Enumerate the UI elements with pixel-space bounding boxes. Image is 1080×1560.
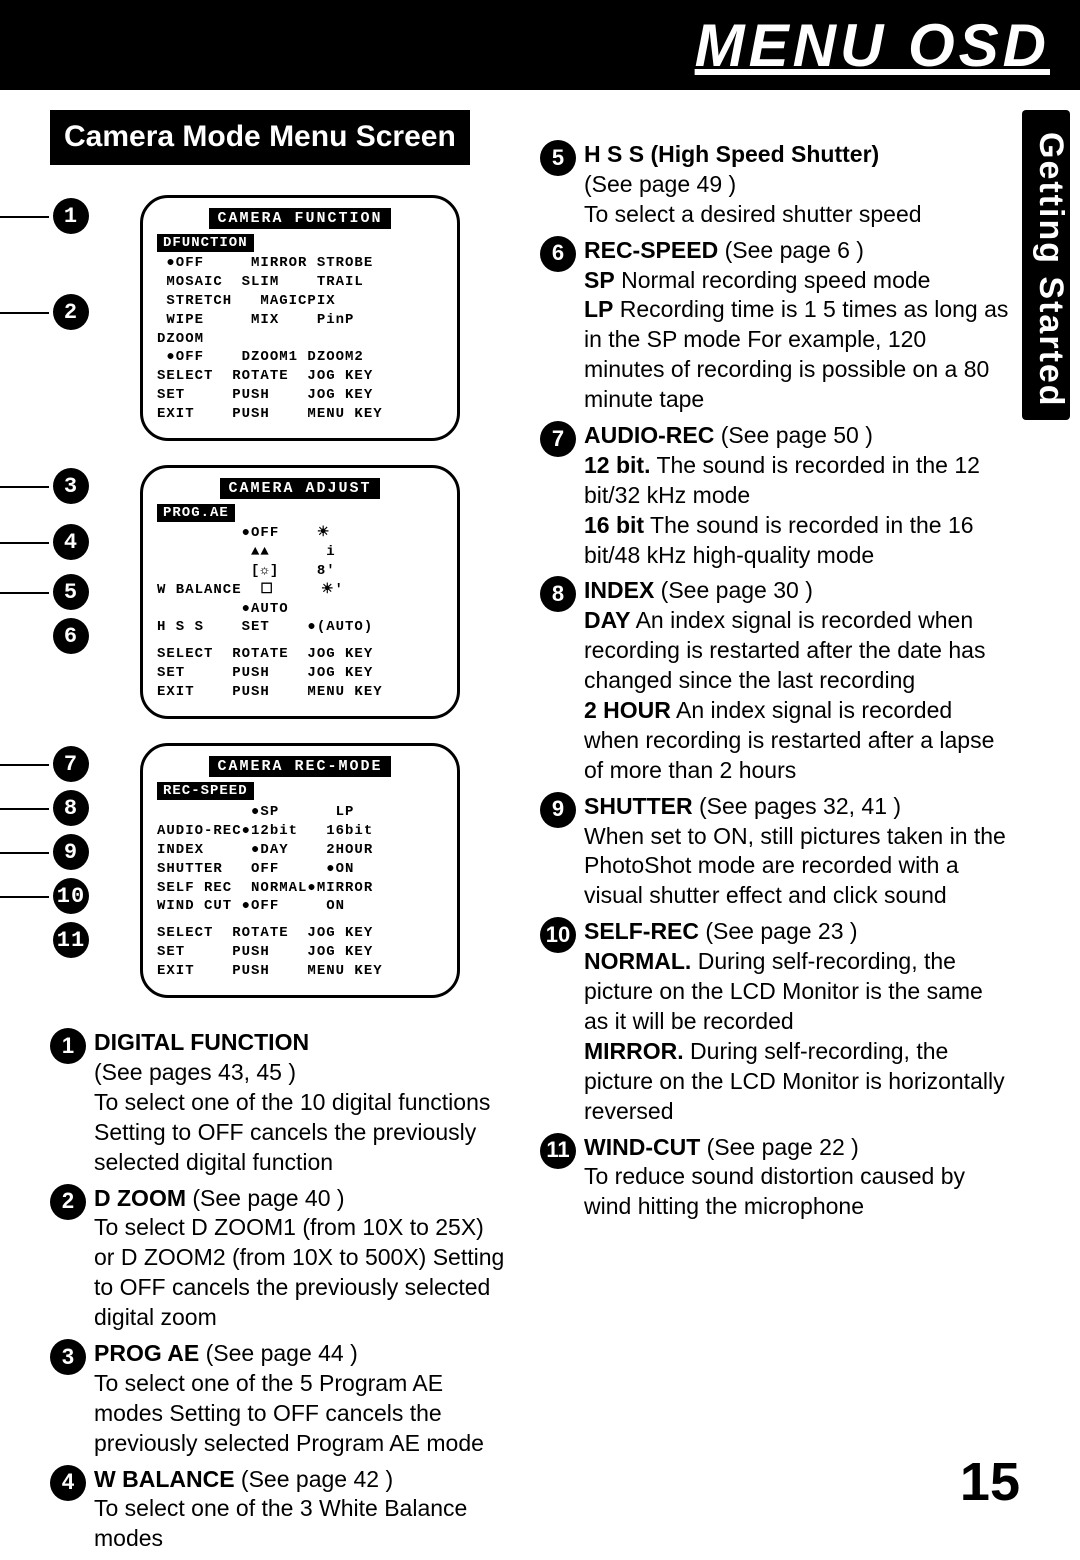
top-banner: MENU OSD xyxy=(0,0,1080,90)
menu-row: AUDIO-REC●12bit 16bit xyxy=(157,822,443,841)
desc-item: 11WIND-CUT (See page 22 )To reduce sound… xyxy=(540,1133,1010,1223)
bullet-3: 3 xyxy=(53,468,89,504)
menu-sub: PROG.AE xyxy=(157,504,235,522)
desc-body: INDEX (See page 30 )DAY An index signal … xyxy=(584,576,1010,785)
desc-item: 2D ZOOM (See page 40 )To select D ZOOM1 … xyxy=(50,1184,510,1333)
menu-row: SET PUSH JOG KEY xyxy=(157,943,443,962)
menu-row: INDEX ●DAY 2HOUR xyxy=(157,841,443,860)
menu-title: CAMERA FUNCTION xyxy=(209,208,390,229)
bullet-8: 8 xyxy=(53,790,89,826)
menu-panel-recmode: 7 8 9 10 11 CAMERA REC-MODE REC-SPEED ●S… xyxy=(140,743,460,998)
bullet-column: 3 4 5 6 xyxy=(53,468,89,668)
bullet-5: 5 xyxy=(53,574,89,610)
desc-bullet: 5 xyxy=(540,140,576,176)
page-number: 15 xyxy=(960,1451,1020,1513)
bullet-11: 11 xyxy=(53,922,89,958)
page-title: MENU OSD xyxy=(695,11,1050,80)
desc-bullet: 7 xyxy=(540,421,576,457)
bullet-column: 1 2 xyxy=(53,198,89,344)
bullet-2: 2 xyxy=(53,294,89,330)
menu-row: STRETCH MAGICPIX xyxy=(157,292,443,311)
desc-bullet: 3 xyxy=(50,1339,86,1375)
content-area: Camera Mode Menu Screen 1 2 CAMERA FUNCT… xyxy=(0,90,1080,1560)
bullet-column: 7 8 9 10 11 xyxy=(53,746,89,972)
desc-item: 9SHUTTER (See pages 32, 41 )When set to … xyxy=(540,792,1010,912)
menu-row: ●SP LP xyxy=(157,804,354,820)
section-heading: Camera Mode Menu Screen xyxy=(50,110,470,165)
desc-body: SELF-REC (See page 23 )NORMAL. During se… xyxy=(584,917,1010,1126)
menu-row: SELF REC NORMAL●MIRROR xyxy=(157,879,443,898)
desc-body: AUDIO-REC (See page 50 )12 bit. The soun… xyxy=(584,421,1010,570)
desc-item: 8INDEX (See page 30 )DAY An index signal… xyxy=(540,576,1010,785)
desc-body: D ZOOM (See page 40 )To select D ZOOM1 (… xyxy=(94,1184,510,1333)
menu-row: ▲▲ i xyxy=(157,543,443,562)
bullet-1: 1 xyxy=(53,198,89,234)
bullet-4: 4 xyxy=(53,524,89,560)
menu-sub: REC-SPEED xyxy=(157,782,254,800)
desc-bullet: 1 xyxy=(50,1028,86,1064)
desc-bullet: 10 xyxy=(540,917,576,953)
desc-body: W BALANCE (See page 42 )To select one of… xyxy=(94,1465,510,1555)
menu-panel-adjust: 3 4 5 6 CAMERA ADJUST PROG.AE ●OFF ☀ ▲▲ … xyxy=(140,465,460,719)
menu-title: CAMERA REC-MODE xyxy=(209,756,390,777)
desc-body: REC-SPEED (See page 6 )SP Normal recordi… xyxy=(584,236,1010,415)
menu-row: ●OFF ☀ xyxy=(157,524,443,543)
desc-item: 10SELF-REC (See page 23 )NORMAL. During … xyxy=(540,917,1010,1126)
menu-row: WIPE MIX PinP xyxy=(157,311,443,330)
desc-item: 3PROG AE (See page 44 )To select one of … xyxy=(50,1339,510,1459)
menu-row: [☼] 8' xyxy=(157,562,443,581)
menu-row: SELECT ROTATE JOG KEY xyxy=(157,924,443,943)
menu-row: SELECT ROTATE JOG KEY xyxy=(157,367,443,386)
menu-row: ●OFF DZOOM1 DZOOM2 xyxy=(157,348,443,367)
desc-body: PROG AE (See page 44 )To select one of t… xyxy=(94,1339,510,1459)
menu-row: ●OFF MIRROR STROBE xyxy=(157,254,443,273)
right-descriptions: 5H S S (High Speed Shutter)(See page 49 … xyxy=(540,140,1010,1222)
chapter-tab: Getting Started xyxy=(1022,110,1070,420)
desc-body: WIND-CUT (See page 22 )To reduce sound d… xyxy=(584,1133,1010,1223)
menu-row: EXIT PUSH MENU KEY xyxy=(157,962,443,981)
desc-item: 5H S S (High Speed Shutter)(See page 49 … xyxy=(540,140,1010,230)
menu-row: EXIT PUSH MENU KEY xyxy=(157,683,443,702)
desc-bullet: 2 xyxy=(50,1184,86,1220)
bullet-9: 9 xyxy=(53,834,89,870)
bullet-10: 10 xyxy=(53,878,89,914)
desc-item: 7AUDIO-REC (See page 50 )12 bit. The sou… xyxy=(540,421,1010,570)
desc-bullet: 8 xyxy=(540,576,576,612)
menu-row: DZOOM xyxy=(157,330,443,349)
desc-bullet: 11 xyxy=(540,1133,576,1169)
desc-body: H S S (High Speed Shutter)(See page 49 )… xyxy=(584,140,1010,230)
menu-row: SET PUSH JOG KEY xyxy=(157,664,443,683)
menu-title: CAMERA ADJUST xyxy=(220,478,379,499)
menu-row: SELECT ROTATE JOG KEY xyxy=(157,645,443,664)
desc-bullet: 6 xyxy=(540,236,576,272)
menu-row: MOSAIC SLIM TRAIL xyxy=(157,273,443,292)
right-column: 5H S S (High Speed Shutter)(See page 49 … xyxy=(540,110,1010,1560)
desc-item: 6REC-SPEED (See page 6 )SP Normal record… xyxy=(540,236,1010,415)
desc-item: 4W BALANCE (See page 42 )To select one o… xyxy=(50,1465,510,1555)
menu-row: SHUTTER OFF ●ON xyxy=(157,860,443,879)
menu-row: EXIT PUSH MENU KEY xyxy=(157,405,443,424)
menu-panel-function: 1 2 CAMERA FUNCTION DFUNCTION ●OFF MIRRO… xyxy=(140,195,460,441)
left-descriptions: 1DIGITAL FUNCTION(See pages 43, 45 )To s… xyxy=(50,1028,510,1554)
menu-sub: DFUNCTION xyxy=(157,234,254,252)
bullet-7: 7 xyxy=(53,746,89,782)
menu-row: W BALANCE ☐ ☀' xyxy=(157,581,443,600)
desc-body: DIGITAL FUNCTION(See pages 43, 45 )To se… xyxy=(94,1028,510,1177)
desc-body: SHUTTER (See pages 32, 41 )When set to O… xyxy=(584,792,1010,912)
bullet-6: 6 xyxy=(53,618,89,654)
menu-row: H S S SET ●(AUTO) xyxy=(157,618,443,637)
desc-bullet: 4 xyxy=(50,1465,86,1501)
menu-row: SET PUSH JOG KEY xyxy=(157,386,443,405)
left-column: Camera Mode Menu Screen 1 2 CAMERA FUNCT… xyxy=(50,110,510,1560)
desc-bullet: 9 xyxy=(540,792,576,828)
menu-row: ●AUTO xyxy=(157,600,443,619)
menu-row: WIND CUT ●OFF ON xyxy=(157,897,443,916)
desc-item: 1DIGITAL FUNCTION(See pages 43, 45 )To s… xyxy=(50,1028,510,1177)
